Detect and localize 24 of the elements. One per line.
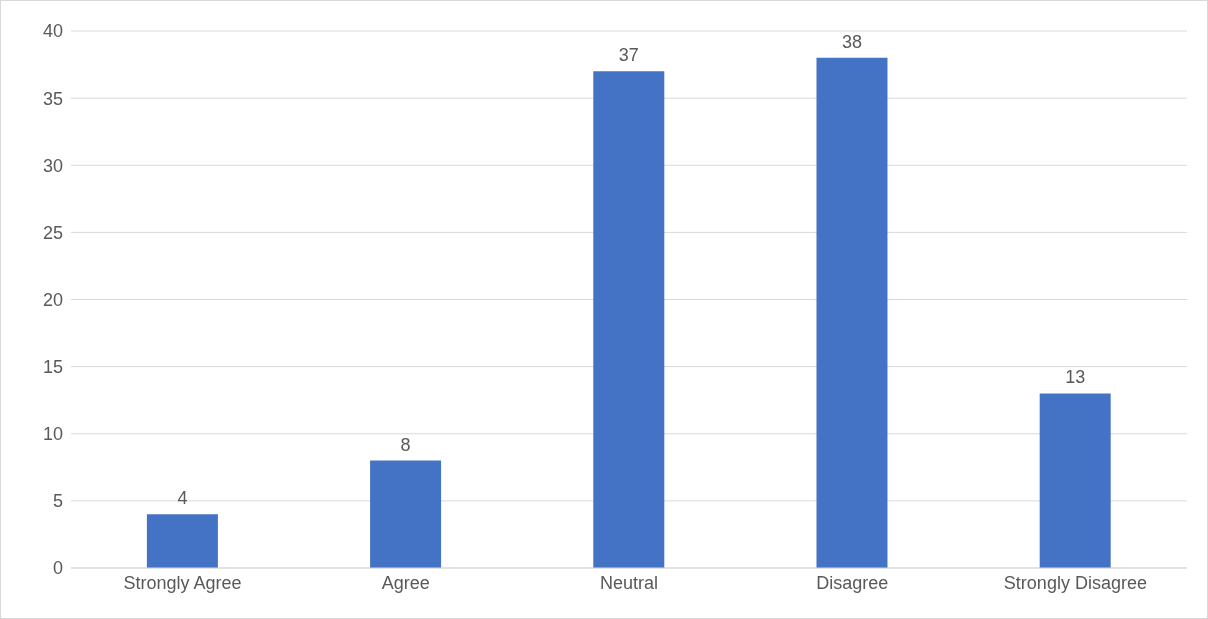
data-label: 4 (177, 488, 188, 509)
y-tick-label: 15 (42, 357, 63, 378)
data-label: 8 (400, 434, 411, 455)
x-tick-label: Strongly Disagree (1003, 572, 1147, 593)
x-tick-label: Strongly Agree (123, 572, 242, 593)
data-label: 37 (618, 45, 639, 66)
y-tick-label: 10 (42, 424, 63, 445)
x-tick-label: Neutral (599, 572, 659, 593)
y-tick-label: 5 (52, 491, 63, 512)
y-tick-label: 30 (42, 155, 63, 176)
bar (593, 71, 665, 568)
x-tick-label: Disagree (816, 572, 889, 593)
y-tick-label: 0 (52, 558, 63, 579)
y-tick-label: 35 (42, 88, 63, 109)
x-tick-label: Agree (381, 572, 430, 593)
y-tick-label: 40 (42, 21, 63, 42)
bar (146, 514, 218, 568)
y-tick-label: 20 (42, 289, 63, 310)
data-label: 38 (841, 31, 862, 52)
data-label: 13 (1065, 367, 1086, 388)
bar (370, 460, 442, 568)
bar (816, 57, 888, 568)
y-tick-label: 25 (42, 222, 63, 243)
bar (1039, 393, 1111, 568)
